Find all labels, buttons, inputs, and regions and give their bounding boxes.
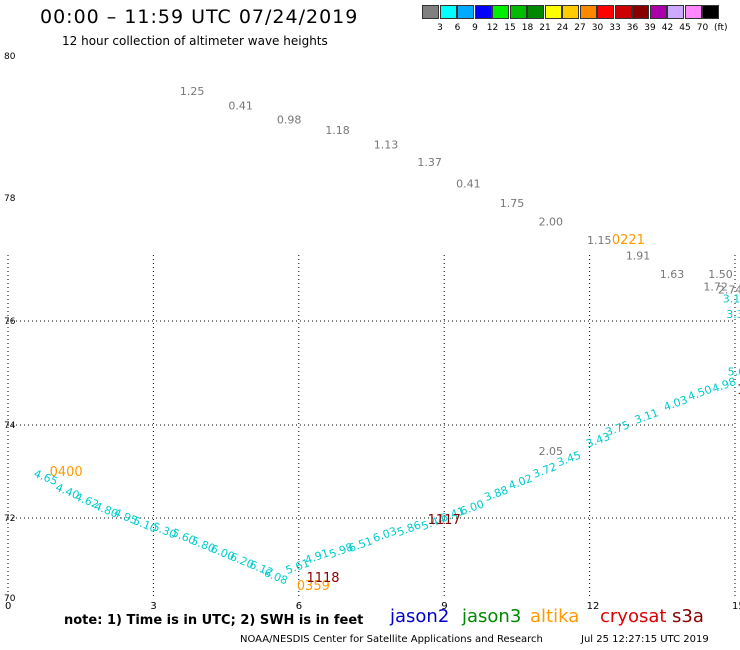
color-legend-label: 12 xyxy=(486,23,499,33)
lat-label: 76 xyxy=(4,317,16,327)
footer-note: note: 1) Time is in UTC; 2) SWH is in fe… xyxy=(64,613,364,628)
pass-time-label: 1118 xyxy=(306,571,339,586)
color-legend-label: 30 xyxy=(591,23,604,33)
color-legend-swatch xyxy=(422,5,439,19)
pass-time-label: 0359 xyxy=(297,579,330,594)
wave-height-value: 4.50 xyxy=(686,383,713,404)
color-legend-unit: (ft) xyxy=(714,23,728,33)
satellite-legend-item: jason2 xyxy=(390,606,450,627)
color-legend-swatch xyxy=(439,5,457,19)
pass-time-label: 1117 xyxy=(428,513,461,528)
satellite-legend-item: jason3 xyxy=(462,606,522,627)
color-legend-swatch xyxy=(597,5,614,19)
lat-label: 74 xyxy=(4,421,16,431)
color-legend-swatch xyxy=(684,5,702,19)
wave-height-value: 3.72 xyxy=(531,460,558,481)
color-legend-label: 42 xyxy=(661,23,674,33)
color-legend-label: 36 xyxy=(626,23,639,33)
color-legend-label: 6 xyxy=(454,23,461,33)
wave-height-value: 1.75 xyxy=(500,197,525,210)
wave-height-value: 2.00 xyxy=(539,216,564,229)
lat-label: 80 xyxy=(4,52,16,62)
wave-height-value: 3.75 xyxy=(604,418,631,439)
lon-label: 3 xyxy=(150,601,156,612)
footer-timestamp: Jul 25 12:27:15 UTC 2019 xyxy=(581,634,709,645)
color-legend-label: 15 xyxy=(504,23,516,33)
page-subtitle: 12 hour collection of altimeter wave hei… xyxy=(62,34,328,48)
wave-height-value: 3.3 xyxy=(726,308,740,321)
color-legend-swatch xyxy=(457,5,474,19)
wave-height-value: 3.15 xyxy=(723,293,740,306)
color-legend-label: 9 xyxy=(472,23,478,33)
color-legend-label: 24 xyxy=(556,23,569,33)
color-legend-label: 18 xyxy=(521,23,534,33)
color-legend-swatch xyxy=(702,5,719,19)
color-legend-label: 70 xyxy=(696,23,709,33)
wave-height-value: 6.03 xyxy=(371,524,398,545)
color-legend-label: 27 xyxy=(574,23,586,33)
pass-time-label: 111 xyxy=(737,383,740,398)
color-legend-swatch xyxy=(527,5,544,19)
wave-height-value: 0.41 xyxy=(228,99,253,112)
color-legend-swatch xyxy=(509,5,527,19)
lon-label: 12 xyxy=(587,601,600,612)
pass-time-label: 0400 xyxy=(50,465,83,480)
pass-time-label: 0221 xyxy=(612,233,645,248)
lon-label: 6 xyxy=(296,601,302,612)
color-legend-label: 45 xyxy=(679,23,691,33)
satellite-legend-item: s3a xyxy=(672,606,704,627)
wave-height-value: 0.98 xyxy=(277,113,302,126)
wave-height-value: 5.68 xyxy=(728,366,740,379)
wave-height-value: 3.88 xyxy=(483,483,510,504)
lon-label: 0 xyxy=(5,601,11,612)
color-legend-swatch xyxy=(544,5,562,19)
lat-label: 72 xyxy=(4,514,15,524)
wave-height-value: 1.18 xyxy=(325,124,350,137)
wave-height-value: 6.51 xyxy=(347,534,374,555)
wave-height-value: 1.72 xyxy=(703,280,728,293)
wave-height-value: 1.25 xyxy=(180,85,205,98)
wave-height-value: 1.37 xyxy=(417,156,442,169)
footer-credit: NOAA/NESDIS Center for Satellite Applica… xyxy=(240,634,543,645)
color-legend-label: 39 xyxy=(644,23,656,33)
color-legend-swatch xyxy=(667,5,684,19)
color-legend-label: 3 xyxy=(437,23,443,33)
wave-height-value: 1.63 xyxy=(660,268,685,281)
color-legend-swatch xyxy=(562,5,579,19)
wave-height-value: 4.02 xyxy=(507,472,534,493)
wave-height-value: 4.03 xyxy=(662,393,689,414)
lon-label: 9 xyxy=(441,601,447,612)
wave-height-value: 5.86 xyxy=(395,518,422,539)
wave-height-value: 2.05 xyxy=(539,445,564,458)
wave-height-value: 0.41 xyxy=(456,177,481,190)
color-legend-swatch xyxy=(632,5,649,19)
wave-height-value: 2.74 xyxy=(718,283,740,296)
satellite-legend-item: cryosat xyxy=(600,606,667,627)
color-legend-label: 33 xyxy=(609,23,621,33)
wave-height-value: 4.91 xyxy=(303,546,330,567)
wave-height-value: 1.50 xyxy=(708,268,733,281)
lat-label: 78 xyxy=(4,194,16,204)
color-legend-swatch xyxy=(579,5,597,19)
wave-height-value: 1.91 xyxy=(626,250,651,263)
wave-height-value: 1.13 xyxy=(374,138,399,151)
satellite-legend-item: altika xyxy=(530,606,580,627)
color-legend-swatch xyxy=(492,5,509,19)
lat-label: 70 xyxy=(4,594,16,604)
lon-label: 15 xyxy=(732,601,740,612)
wave-height-value: 6.00 xyxy=(458,497,485,518)
color-legend-swatch xyxy=(649,5,667,19)
color-legend-label: 21 xyxy=(539,23,551,33)
color-legend-swatch xyxy=(474,5,492,19)
color-legend-swatch xyxy=(614,5,632,19)
wave-height-value: 3.11 xyxy=(633,406,660,427)
page-title: 00:00 – 11:59 UTC 07/24/2019 xyxy=(40,6,359,28)
wave-height-value: 1.15 xyxy=(587,234,612,247)
